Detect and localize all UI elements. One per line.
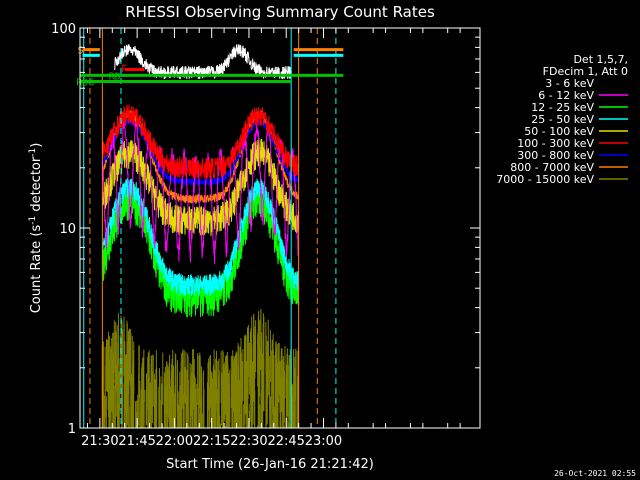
- flag-bars: S FRD RD6: [76, 46, 344, 89]
- flag-label-s: S: [78, 46, 84, 57]
- y-label-exp1: -1: [28, 216, 38, 225]
- footer-timestamp: 26-Oct-2021 02:55: [554, 469, 636, 478]
- series-6-12-kev-path: [101, 119, 300, 264]
- legend-entry-label: 3 - 6 keV: [545, 77, 594, 90]
- flag-label-rd6: RD6: [76, 78, 94, 89]
- legend-entry-label: 6 - 12 keV: [538, 89, 594, 102]
- 3-6-kev-path: [114, 44, 292, 80]
- x-axis-label: Start Time (26-Jan-16 21:21:42): [166, 457, 374, 472]
- series-6-12-kev: [101, 119, 300, 264]
- axis-ticks: 21:30 21:45 22:00 22:15 22:30 22:45 23:00 1 10 10…: [51, 22, 480, 449]
- series-25-50-kev: [101, 177, 300, 297]
- legend-entry-label: 25 - 50 keV: [531, 113, 594, 126]
- legend-header: FDecim 1, Att 0: [543, 65, 628, 78]
- y-label-mid: detector: [29, 156, 44, 216]
- y-tick-label: 10: [59, 222, 76, 237]
- legend-entry-label: 12 - 25 keV: [531, 101, 594, 114]
- x-tick-label: 21:30: [81, 434, 118, 449]
- legend-entry-label: 100 - 300 keV: [517, 137, 594, 150]
- series-7000-15000-kev: [101, 308, 300, 428]
- x-tick-label: 21:45: [118, 434, 155, 449]
- x-tick-label: 22:30: [230, 434, 267, 449]
- series-25-50-kev-path: [101, 177, 300, 297]
- legend-header: Det 1,5,7,: [573, 53, 628, 66]
- legend-entry-label: 7000 - 15000 keV: [496, 173, 594, 186]
- y-label-exp2: -1: [28, 148, 38, 157]
- data-layer: [101, 44, 300, 428]
- y-tick-label: 100: [51, 22, 76, 37]
- series-3-6-kev: [114, 44, 292, 80]
- series-300-800-kev: [101, 117, 299, 187]
- y-tick-label: 1: [68, 422, 76, 437]
- flag-label-rd: RD: [109, 71, 121, 82]
- chart-title: RHESSI Observing Summary Count Rates: [125, 3, 435, 21]
- y-label-end: ): [29, 143, 44, 148]
- x-tick-label: 22:45: [267, 434, 304, 449]
- legend-entry-label: 300 - 800 keV: [517, 149, 594, 162]
- series-100-300-kev-path: [101, 104, 300, 180]
- legend-entry-label: 800 - 7000 keV: [510, 161, 594, 174]
- x-tick-label: 22:00: [156, 434, 193, 449]
- y-axis-label: Count Rate (s-1 detector-1): [28, 143, 44, 314]
- series-100-300-kev: [101, 104, 300, 180]
- svg-text:Count Rate (s-1 detector-1): Count Rate (s-1 detector-1): [28, 143, 44, 314]
- x-tick-label: 22:15: [193, 434, 230, 449]
- y-label-main: Count Rate (s: [29, 225, 44, 314]
- series-300-800-kev-path: [101, 117, 299, 187]
- legend-entry-label: 50 - 100 keV: [524, 125, 594, 138]
- flag-label-f: F: [121, 64, 127, 75]
- x-tick-label: 23:00: [305, 434, 342, 449]
